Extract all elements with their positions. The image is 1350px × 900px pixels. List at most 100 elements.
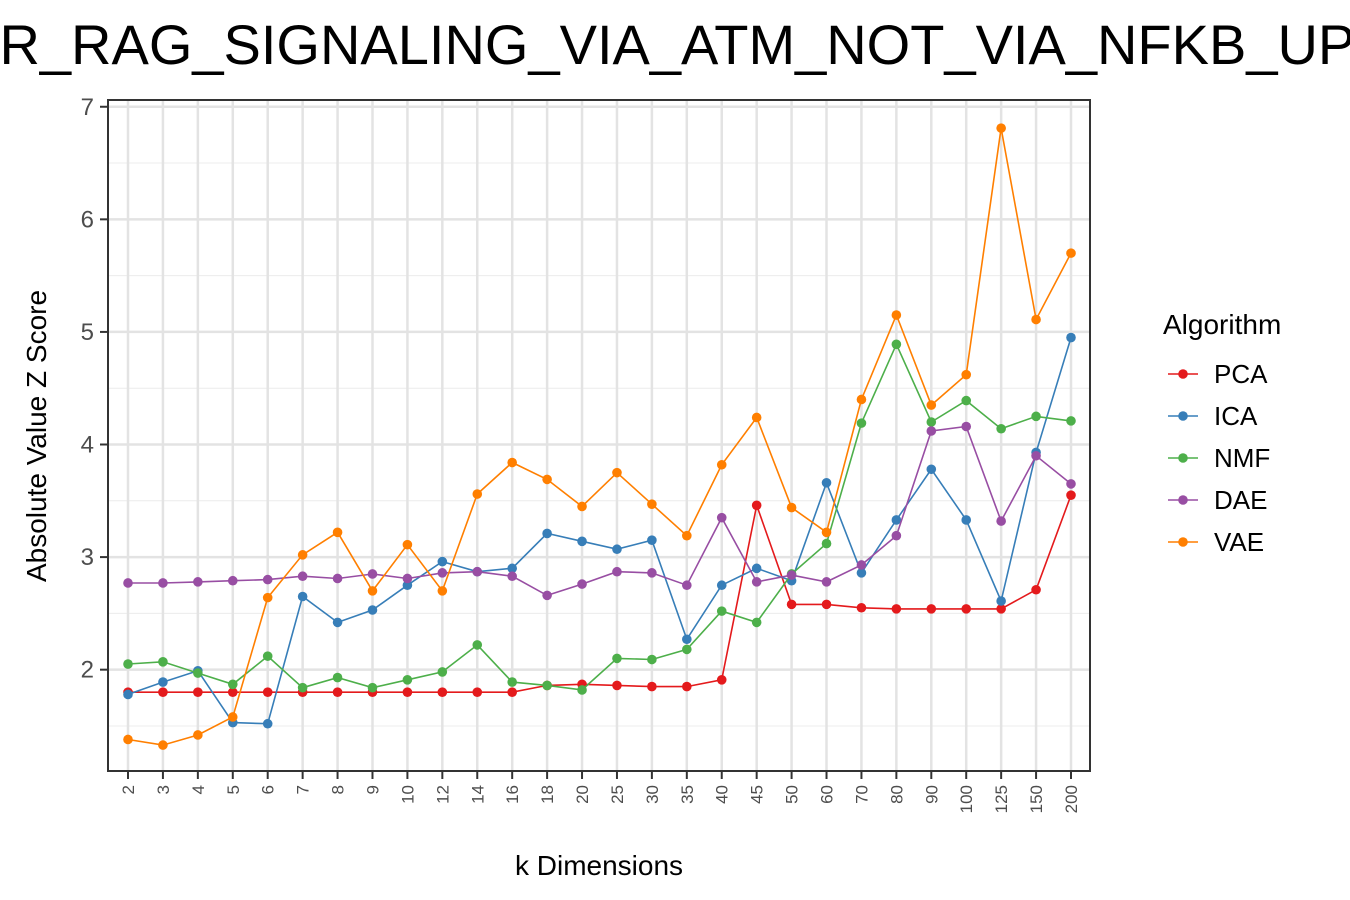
data-point-dae [123, 578, 133, 588]
series-line-ica [127, 337, 1072, 725]
data-point-vae [437, 586, 448, 596]
x-tick-label: 10 [398, 785, 417, 804]
data-point-nmf [821, 538, 832, 549]
x-tick-label: 100 [957, 785, 976, 813]
grid [108, 100, 1090, 771]
data-point-dae [158, 578, 168, 588]
data-point-vae [402, 539, 413, 550]
data-point-dae [716, 512, 727, 523]
data-point-vae [227, 712, 238, 722]
data-point-pca [647, 681, 657, 692]
x-tick-label: 18 [538, 785, 557, 804]
legend-item-dae: DAE [1168, 485, 1267, 515]
x-tick-label: 9 [363, 785, 382, 794]
data-point-ica [751, 563, 762, 574]
data-point-nmf [472, 640, 483, 650]
x-tick-label: 20 [573, 785, 592, 804]
data-point-pca [472, 687, 483, 697]
data-point-vae [1031, 314, 1041, 325]
x-tick-label: 6 [259, 785, 278, 794]
data-point-dae [367, 569, 378, 579]
x-tick-label: 30 [643, 785, 662, 804]
data-point-vae [821, 527, 832, 538]
x-tick-label: 2 [119, 785, 138, 794]
data-point-dae [1031, 450, 1041, 461]
data-point-ica [507, 563, 517, 574]
legend-label: PCA [1214, 359, 1268, 389]
x-tick-label: 50 [783, 785, 802, 804]
legend-label: ICA [1214, 401, 1258, 431]
legend-key-point [1178, 411, 1188, 421]
data-point-ica [158, 677, 168, 687]
x-tick-label: 12 [433, 785, 452, 804]
data-point-nmf [647, 654, 657, 665]
data-point-ica [612, 544, 622, 555]
data-point-nmf [542, 680, 552, 691]
data-point-pca [751, 500, 762, 511]
data-point-ica [926, 464, 937, 475]
x-tick-label: 7 [294, 785, 313, 794]
data-point-pca [716, 675, 727, 685]
data-point-vae [577, 501, 587, 512]
data-point-ica [891, 515, 902, 525]
x-tick-label: 8 [329, 785, 348, 794]
data-point-ica [716, 580, 727, 591]
data-point-ica [961, 515, 972, 525]
legend: Algorithm PCA ICA NMF DAE VAE [1163, 309, 1281, 557]
data-point-dae [437, 568, 448, 578]
legend-items: PCA ICA NMF DAE VAE [1168, 359, 1270, 557]
data-point-dae [507, 571, 517, 582]
data-point-nmf [262, 651, 273, 661]
data-point-ica [367, 605, 378, 615]
data-point-vae [297, 550, 308, 560]
legend-item-pca: PCA [1168, 359, 1268, 389]
plot-panel-border [107, 99, 1091, 772]
data-point-ica [821, 477, 832, 488]
data-point-vae [926, 400, 937, 410]
legend-label: VAE [1214, 527, 1264, 557]
data-point-dae [262, 574, 273, 585]
data-point-dae [577, 579, 587, 589]
legend-key-point [1178, 453, 1188, 463]
series-line-pca [128, 494, 1072, 694]
data-point-dae [297, 571, 308, 582]
data-point-pca [227, 687, 238, 697]
series-vae [123, 123, 1076, 750]
data-point-nmf [716, 606, 727, 616]
data-point-dae [926, 426, 937, 436]
x-tick-label: 70 [852, 785, 871, 804]
data-point-nmf [507, 677, 517, 687]
data-point-ica [682, 634, 692, 645]
data-point-pca [891, 604, 902, 614]
x-tick-label: 16 [503, 785, 522, 804]
data-point-dae [193, 577, 203, 587]
data-point-vae [996, 123, 1006, 133]
data-point-ica [1066, 332, 1076, 343]
data-point-vae [647, 499, 657, 509]
data-point-ica [856, 568, 867, 578]
data-point-pca [262, 687, 273, 697]
data-point-vae [961, 369, 972, 380]
legend-item-nmf: NMF [1168, 443, 1270, 473]
data-point-nmf [402, 675, 413, 685]
data-point-pca [437, 687, 448, 697]
series-dae [123, 421, 1076, 601]
data-point-vae [367, 586, 378, 596]
data-point-dae [647, 568, 657, 578]
data-point-vae [507, 457, 517, 468]
data-point-vae [262, 592, 273, 603]
data-point-vae [856, 394, 867, 405]
data-point-pca [1031, 584, 1041, 595]
chart-title: MEYER_RAG_SIGNALING_VIA_ATM_NOT_VIA_NFKB… [0, 13, 1350, 76]
series-ica [123, 332, 1076, 729]
data-point-nmf [891, 339, 902, 350]
data-point-ica [297, 591, 308, 602]
data-point-dae [542, 590, 552, 601]
data-point-nmf [123, 659, 133, 669]
data-point-pca [332, 687, 343, 697]
data-point-dae [996, 516, 1006, 526]
x-tick-label: 35 [678, 785, 697, 804]
series-pca [123, 490, 1076, 697]
data-point-pca [158, 687, 168, 697]
